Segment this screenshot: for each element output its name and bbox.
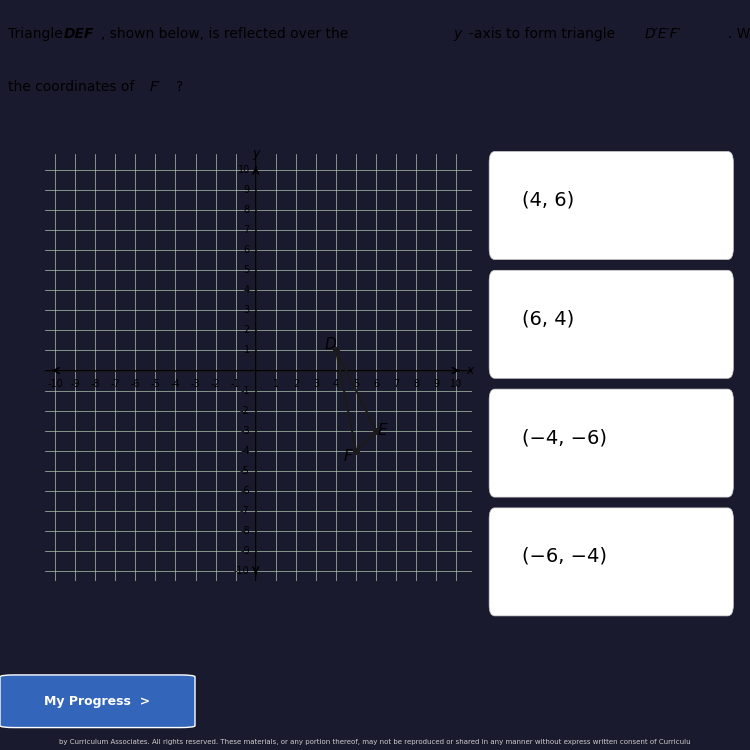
Text: 8: 8 (244, 205, 250, 215)
Text: x: x (466, 364, 474, 377)
Text: -5: -5 (240, 466, 250, 476)
Text: 5: 5 (353, 379, 359, 388)
Text: -8: -8 (240, 526, 250, 536)
FancyBboxPatch shape (0, 675, 195, 728)
Text: 1: 1 (244, 346, 250, 355)
Text: -10: -10 (234, 566, 250, 576)
Text: -6: -6 (130, 379, 140, 388)
Text: -3: -3 (240, 426, 250, 436)
Text: 2: 2 (292, 379, 299, 388)
Text: -7: -7 (240, 506, 250, 516)
Text: 7: 7 (393, 379, 399, 388)
Text: 10: 10 (238, 165, 250, 175)
Text: 1: 1 (273, 379, 279, 388)
Text: 7: 7 (244, 225, 250, 235)
Text: by Curriculum Associates. All rights reserved. These materials, or any portion t: by Curriculum Associates. All rights res… (59, 740, 691, 746)
Text: 4: 4 (244, 285, 250, 296)
Text: y: y (454, 27, 462, 41)
Text: 10: 10 (450, 379, 463, 388)
Text: -7: -7 (110, 379, 120, 388)
Text: -axis to form triangle: -axis to form triangle (469, 27, 620, 41)
Text: -8: -8 (90, 379, 100, 388)
Text: 4: 4 (333, 379, 339, 388)
Text: -1: -1 (240, 386, 250, 395)
Text: -6: -6 (240, 486, 250, 496)
Text: Triangle: Triangle (8, 27, 67, 41)
Text: 3: 3 (244, 305, 250, 315)
Text: -1: -1 (231, 379, 241, 388)
Text: -3: -3 (190, 379, 200, 388)
FancyBboxPatch shape (489, 389, 734, 497)
Text: F′: F′ (150, 80, 161, 94)
Text: -9: -9 (240, 546, 250, 556)
Text: E: E (377, 423, 387, 438)
Text: ?: ? (176, 80, 184, 94)
Text: (6, 4): (6, 4) (523, 310, 574, 328)
Text: . What are: . What are (728, 27, 750, 41)
Text: 2: 2 (244, 326, 250, 335)
Text: 5: 5 (244, 266, 250, 275)
Text: D′E′F′: D′E′F′ (645, 27, 682, 41)
Text: 9: 9 (244, 185, 250, 195)
Text: -9: -9 (70, 379, 80, 388)
FancyBboxPatch shape (489, 508, 734, 616)
Text: D: D (324, 337, 336, 352)
FancyBboxPatch shape (489, 270, 734, 378)
Text: y: y (252, 147, 260, 160)
Text: DEF: DEF (64, 27, 94, 41)
Text: 8: 8 (413, 379, 419, 388)
Text: -5: -5 (151, 379, 160, 388)
Text: (4, 6): (4, 6) (523, 190, 574, 209)
Text: , shown below, is reflected over the: , shown below, is reflected over the (101, 27, 352, 41)
Text: -4: -4 (171, 379, 180, 388)
Text: 6: 6 (244, 245, 250, 255)
Text: -2: -2 (240, 406, 250, 416)
Text: (−6, −4): (−6, −4) (523, 547, 608, 566)
Text: -4: -4 (240, 446, 250, 456)
Text: 3: 3 (313, 379, 319, 388)
Text: My Progress  >: My Progress > (44, 694, 151, 708)
Text: 6: 6 (373, 379, 380, 388)
Text: -2: -2 (211, 379, 220, 388)
Text: F: F (344, 449, 352, 464)
FancyBboxPatch shape (489, 152, 734, 260)
Text: the coordinates of: the coordinates of (8, 80, 138, 94)
Text: 9: 9 (433, 379, 439, 388)
Text: -10: -10 (47, 379, 63, 388)
Text: (−4, −6): (−4, −6) (523, 428, 608, 447)
